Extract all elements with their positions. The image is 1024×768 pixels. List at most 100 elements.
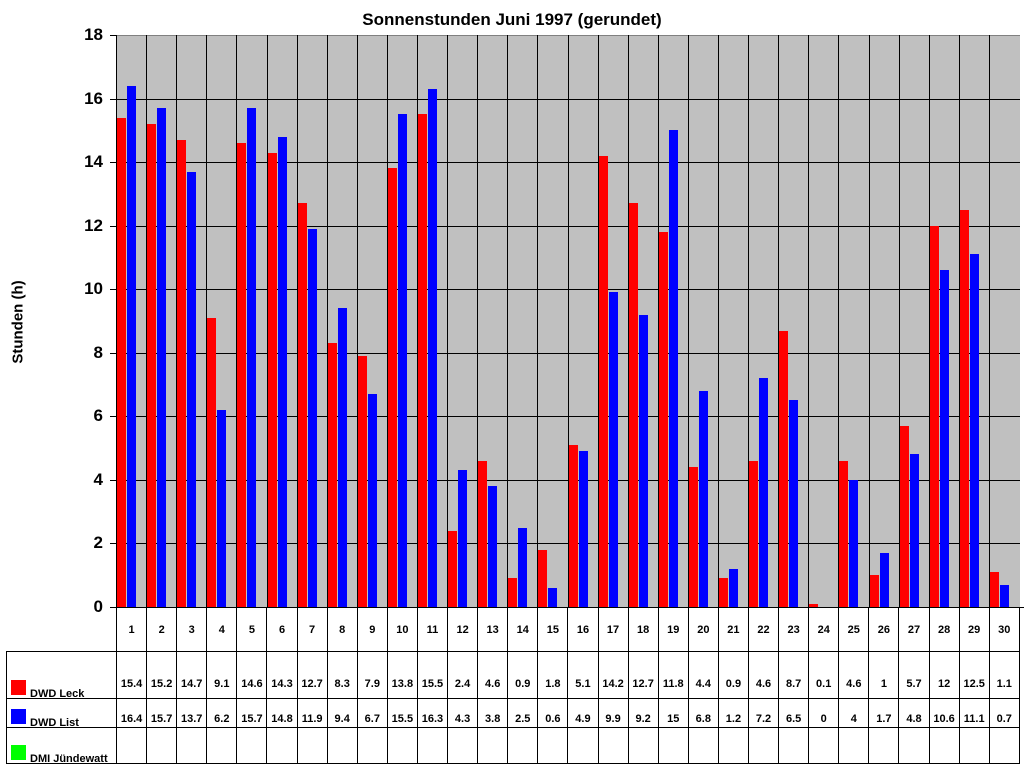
y-tick-label: 8 [93,342,103,362]
y-tick-label: 14 [84,152,103,172]
table-cell [356,727,388,764]
bar-dwd-list [488,486,498,607]
category-divider [326,35,328,607]
bar-dwd-leck [177,139,187,607]
table-cell: 1.7 [868,698,900,728]
y-axis-label: Stunden (h) [9,280,27,364]
category-divider [507,35,509,607]
category-label: 30 [988,607,1020,652]
category-divider [687,35,689,607]
category-divider [386,35,388,607]
category-label: 16 [567,607,599,652]
category-label: 9 [356,607,388,652]
table-cell [627,727,659,764]
bar-dwd-list [277,136,287,607]
bar-dwd-list [187,171,197,607]
bar-dwd-leck [418,114,427,607]
category-label: 6 [266,607,298,652]
category-divider [718,35,719,607]
bar-dwd-list [247,108,257,607]
bar-dwd-leck [147,123,157,607]
category-label: 29 [958,607,990,652]
bar-dwd-list [668,130,678,607]
category-divider [898,35,900,607]
bar-dwd-leck [207,317,217,607]
table-cell: 4.6 [838,651,870,699]
category-label: 27 [898,607,930,652]
table-cell [296,727,328,764]
bar-dwd-leck [959,209,969,607]
table-cell [988,727,1020,764]
y-tick-mark [110,543,116,545]
y-tick-mark [110,352,116,354]
category-divider [417,35,418,607]
table-cell: 4.6 [477,651,509,699]
bar-dwd-leck [719,578,728,607]
table-cell: 15.5 [386,698,418,728]
table-cell: 0.9 [507,651,539,699]
category-label: 24 [808,607,840,652]
category-label: 21 [717,607,749,652]
table-cell [326,727,358,764]
bar-dwd-leck [357,355,367,607]
category-divider [176,35,178,607]
category-label: 13 [477,607,509,652]
table-cell: 8.3 [326,651,358,699]
y-tick-label: 12 [84,215,103,235]
table-cell [687,727,719,764]
table-cell: 4 [838,698,870,728]
y-tick-label: 10 [84,279,103,299]
table-cell: 15.7 [236,698,268,728]
y-tick-mark [110,479,116,481]
bar-dwd-leck [809,603,819,607]
table-cell: 1.2 [717,698,749,728]
category-label: 10 [386,607,418,652]
table-cell: 15.4 [115,651,148,699]
category-label: 25 [838,607,870,652]
table-cell: 11.8 [657,651,689,699]
legend-swatch-dwd-leck [11,680,26,695]
table-cell: 5.7 [898,651,930,699]
bar-dwd-leck [658,232,668,607]
bar-dwd-list [698,390,708,607]
table-cell: 16.3 [416,698,449,728]
bar-dwd-leck [538,549,548,607]
bar-dwd-leck [929,225,939,607]
bar-dwd-list [518,527,528,607]
bar-dwd-list [307,228,317,607]
bar-dwd-list [729,568,738,607]
table-cell: 9.4 [326,698,358,728]
y-tick-mark [110,416,116,418]
y-tick-mark [110,162,116,164]
y-tick-mark [110,289,116,291]
table-row-dmi-juendewatt: DMI Jündewatt [6,727,1020,765]
table-cell [416,727,449,764]
table-cell: 12.7 [627,651,659,699]
category-label: 12 [447,607,479,652]
table-cell: 9.1 [206,651,238,699]
table-cell [778,727,810,764]
table-cell [115,727,148,764]
table-cell: 1.8 [537,651,569,699]
category-label: 8 [326,607,358,652]
bar-dwd-leck [387,168,397,607]
table-cell: 9.2 [627,698,659,728]
category-divider [477,35,479,607]
table-cell: 13.7 [176,698,208,728]
category-divider [146,35,148,607]
legend-entry-dwd-leck: DWD Leck [6,651,117,700]
bar-dwd-list [127,85,136,607]
bar-dwd-leck [448,530,458,607]
data-table: 1 2 3 4 5 6 7 8 9 10 11 12 13 14 15 16 17 18 19 20 21 22 23 24 2… [6,607,1020,765]
bar-dwd-list [337,308,347,607]
table-cell [266,727,298,764]
bar-dwd-list [217,409,227,607]
category-divider [236,35,238,607]
legend-label: DWD Leck [30,688,85,700]
table-cell [597,727,629,764]
bar-dwd-list [879,552,889,607]
table-cell: 1.1 [988,651,1020,699]
table-cell: 12.7 [296,651,328,699]
bar-dwd-list [397,114,407,607]
category-divider [748,35,750,607]
